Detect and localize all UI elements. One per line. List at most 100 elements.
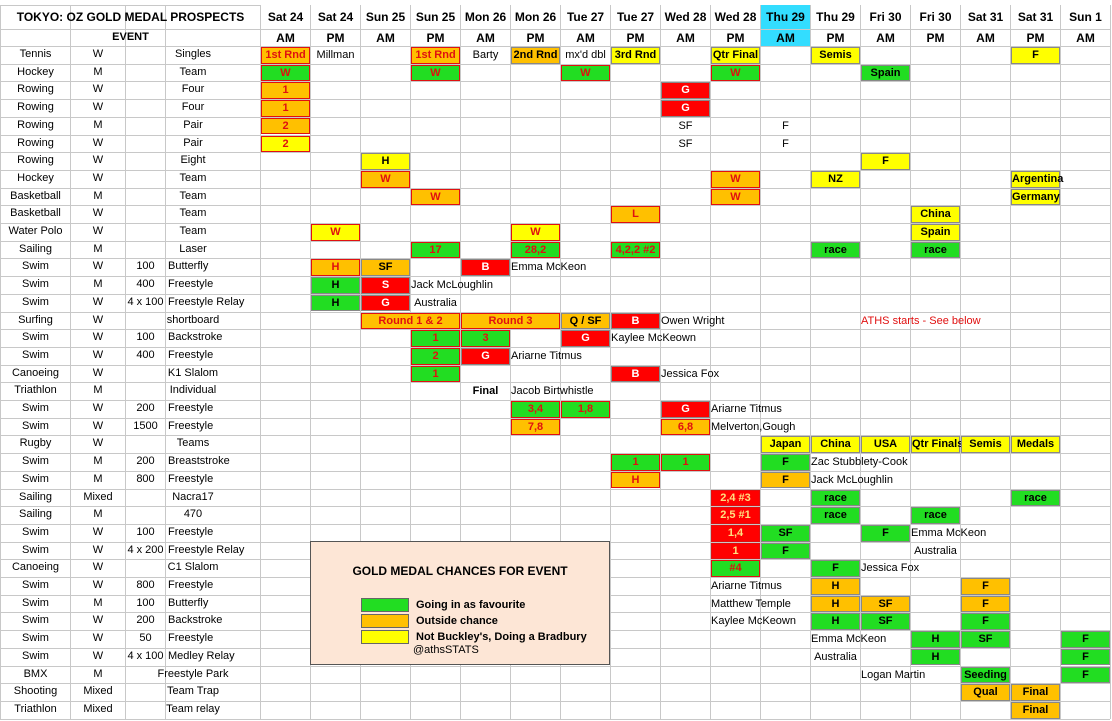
status-cell: 2,5 #1 — [711, 507, 760, 524]
status-cell: Qtr Finals — [911, 436, 963, 454]
grid-line — [810, 5, 811, 719]
status-cell: H — [611, 471, 660, 489]
grid-line — [0, 169, 1110, 171]
gender: M — [93, 118, 103, 131]
sport: Shooting — [13, 685, 58, 698]
sport: Swim — [22, 632, 49, 645]
note-cell: Australia — [814, 650, 857, 663]
grid-line — [610, 5, 611, 719]
status-cell: H — [911, 648, 960, 666]
status-cell: H — [311, 294, 360, 312]
time-header: AM — [661, 30, 710, 46]
note-cell: Ariarne Titmus — [711, 580, 782, 592]
distance: 4 x 200 — [127, 543, 164, 556]
status-cell: 1 — [411, 330, 460, 347]
status-cell: H — [311, 259, 360, 277]
status-cell: W — [411, 188, 460, 206]
status-cell: F — [811, 560, 860, 577]
gender: W — [92, 543, 104, 556]
status-cell: F — [961, 578, 1010, 595]
grid-line — [0, 417, 1110, 419]
grid-line — [0, 435, 1110, 437]
note-cell: Emma McKeon — [511, 261, 587, 274]
grid-line — [0, 329, 1110, 331]
status-cell: W — [311, 224, 360, 241]
day-header: Wed 28 — [661, 5, 710, 29]
grid-line — [1010, 5, 1011, 719]
gender: W — [92, 154, 104, 167]
event-name: Freestyle — [168, 278, 214, 291]
note-cell: Melverton,Gough — [711, 420, 796, 433]
status-cell: G — [561, 330, 610, 347]
status-cell: S — [361, 277, 410, 294]
gender: M — [93, 242, 103, 255]
gender: Mixed — [83, 490, 113, 503]
day-header: Wed 28 — [711, 5, 760, 29]
note-cell: Logan Martin — [861, 668, 926, 681]
status-cell: F — [961, 613, 1010, 631]
status-cell: 1,4 — [711, 524, 760, 542]
grid-line — [0, 276, 1110, 278]
grid-line — [0, 5, 1, 719]
event-name: Team Trap — [167, 685, 219, 698]
status-cell: 1st Rnd — [411, 47, 460, 64]
sport: Basketball — [10, 207, 61, 220]
note-cell: Emma McKeon — [911, 526, 987, 539]
distance: 1500 — [133, 419, 158, 432]
grid-line — [0, 152, 1110, 154]
status-cell: W — [411, 64, 460, 82]
distance: 4 x 100 — [127, 295, 164, 308]
gender: W — [92, 313, 104, 326]
status-cell: L — [611, 206, 660, 223]
status-cell: B — [461, 259, 510, 277]
status-cell: China — [911, 206, 960, 223]
day-header: Sun 25 — [411, 5, 460, 29]
grid-line — [260, 5, 261, 719]
gender: W — [92, 171, 104, 184]
day-header: Fri 30 — [861, 5, 910, 29]
status-cell: Qual — [961, 684, 1010, 701]
day-header: Thu 29 — [761, 5, 810, 29]
day-header: Sat 31 — [961, 5, 1010, 29]
day-header: Sun 25 — [361, 5, 410, 29]
status-cell: race — [811, 241, 860, 259]
gender: M — [93, 189, 103, 202]
event-name: Laser — [179, 242, 207, 255]
note-cell: Barty — [472, 49, 499, 61]
day-header: Tue 27 — [611, 5, 660, 29]
event-name: Freestyle — [168, 579, 214, 591]
status-cell: F — [1061, 648, 1110, 666]
gender: W — [92, 260, 104, 273]
note-cell: Jacob Birtwhistle — [511, 385, 594, 398]
sport: Triathlon — [14, 702, 57, 715]
day-header: Mon 26 — [511, 5, 560, 29]
status-cell: NZ — [811, 170, 860, 188]
status-cell: H — [811, 613, 860, 631]
event-name: Freestyle — [168, 525, 214, 538]
distance: 100 — [136, 596, 155, 609]
sport: Sailing — [18, 242, 53, 255]
sport: BMX — [23, 667, 48, 680]
grid-line — [0, 99, 1110, 101]
event-name: shortboard — [166, 313, 220, 326]
distance: 400 — [136, 348, 155, 361]
time-header: PM — [811, 30, 860, 46]
event-name: Backstroke — [168, 614, 223, 627]
grid-line — [710, 5, 711, 719]
status-cell: F — [761, 542, 810, 560]
grid-line — [0, 223, 1110, 224]
sport: Sailing — [18, 490, 53, 503]
time-header: PM — [611, 30, 660, 46]
sport: Tennis — [19, 48, 52, 60]
grid-line — [0, 700, 1110, 702]
note-cell: Jack McLoughlin — [411, 279, 493, 292]
event-name: Butterfly — [168, 596, 209, 609]
sport: Swim — [22, 455, 49, 468]
event-name: Team — [179, 171, 207, 184]
status-cell: 2 — [411, 347, 460, 365]
grid-line — [1060, 5, 1061, 719]
grid-line — [0, 382, 1110, 384]
distance: 200 — [136, 455, 155, 468]
day-header: Mon 26 — [461, 5, 510, 29]
grid-line — [0, 46, 1110, 47]
